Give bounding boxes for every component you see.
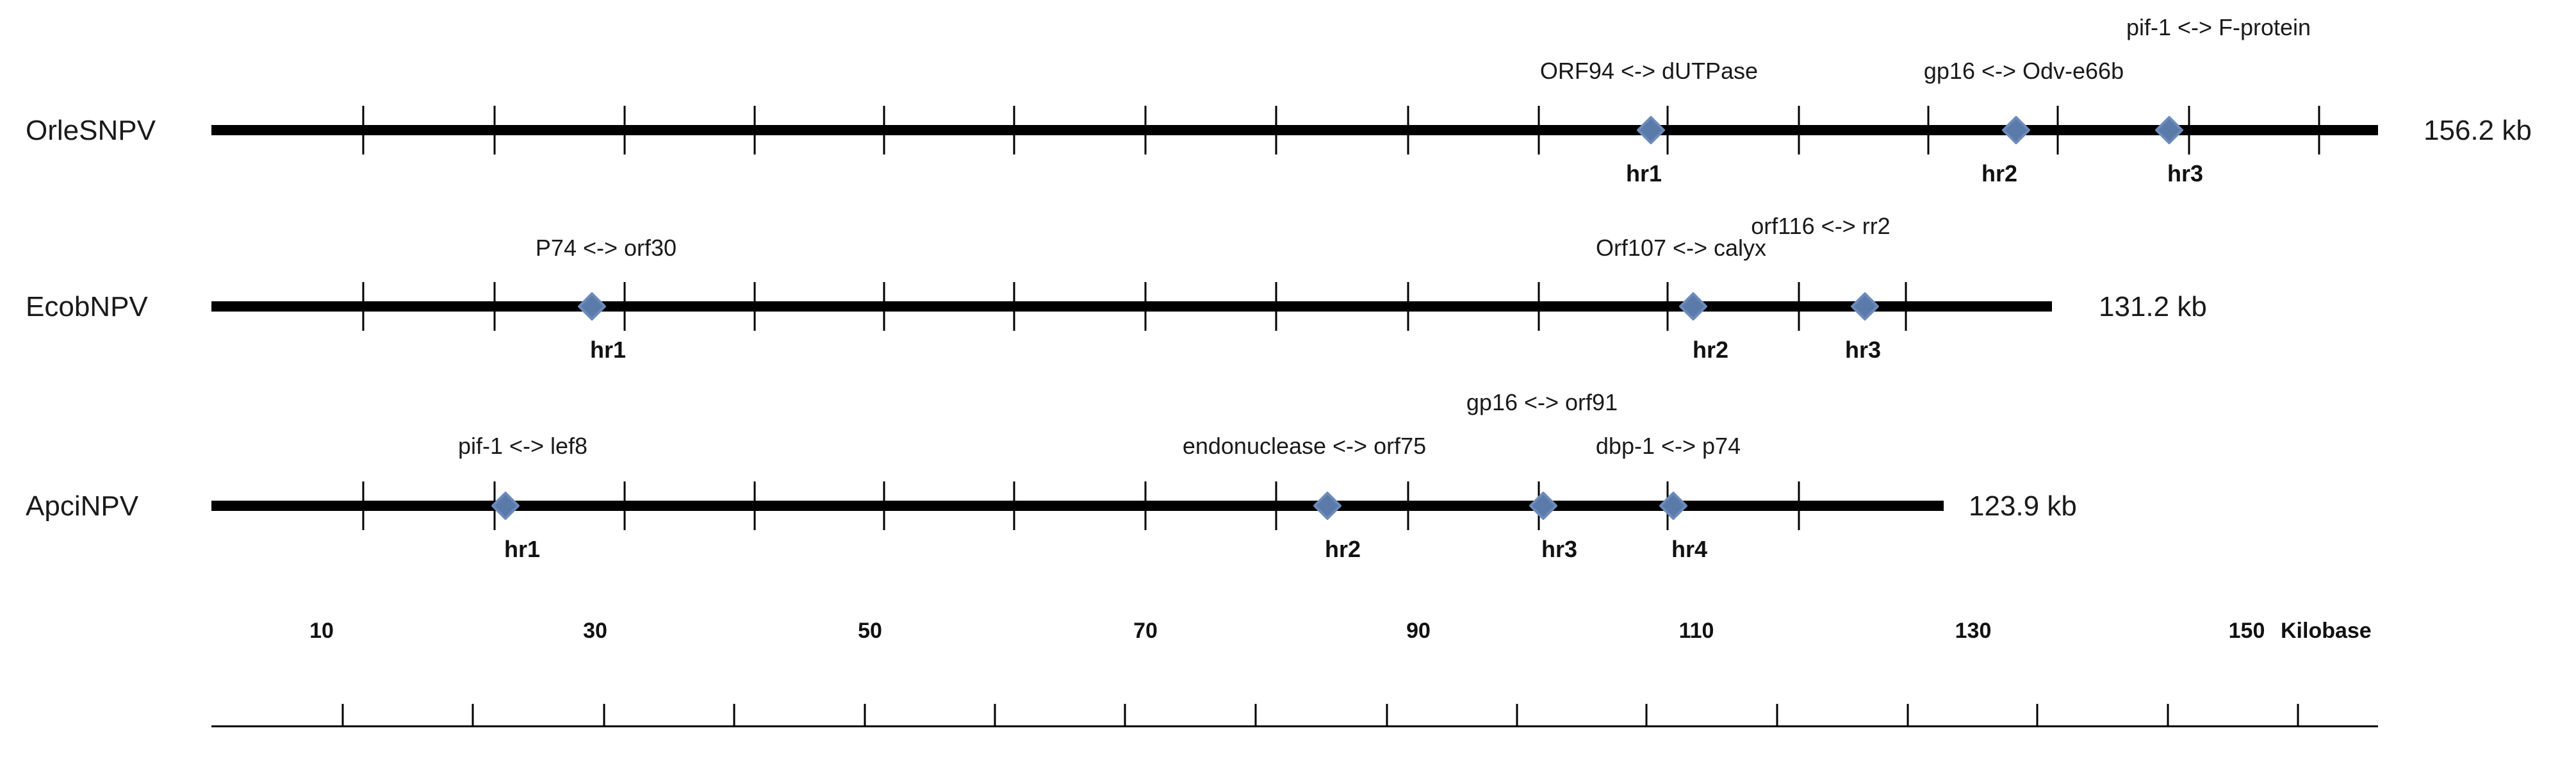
genome-size-label: 131.2 kb xyxy=(2099,291,2207,322)
hr-diamond-icon xyxy=(1313,492,1341,520)
hr-diamond-icon xyxy=(578,292,606,321)
hr-flanking-genes: ORF94 <-> dUTPase xyxy=(1540,58,1758,84)
hr-diamond-icon xyxy=(1851,292,1879,321)
hr-marker-hr2: hr2 Orf107 <-> calyx xyxy=(1596,235,1766,363)
scale-tick-label: 10 xyxy=(309,619,334,643)
genome-row-apcinpv: ApciNPV 123.9 kb hr1 pif-1 <-> lef8 hr2 endon… xyxy=(26,389,2077,562)
scale-tick-label: 150 xyxy=(2229,619,2265,643)
hr-diamond-icon xyxy=(1529,492,1557,520)
hr-diamond-icon xyxy=(1679,292,1707,321)
genome-backbone-line xyxy=(211,125,2378,135)
hr-flanking-genes: pif-1 <-> F-protein xyxy=(2126,14,2311,40)
scale-tick-label: 90 xyxy=(1406,619,1431,643)
genome-row-orlesnpv: OrleSNPV 156.2 kb hr1 ORF94 <-> dUTPase hr2 g… xyxy=(26,14,2532,187)
scale-tick-label: 30 xyxy=(583,619,607,643)
scale-tick-label: 130 xyxy=(1955,619,1992,643)
hr-label: hr3 xyxy=(1845,337,1881,363)
hr-flanking-genes: gp16 <-> orf91 xyxy=(1466,389,1618,415)
hr-flanking-genes: P74 <-> orf30 xyxy=(536,235,677,261)
hr-diamond-icon xyxy=(1659,492,1687,520)
scale-tick-label: 50 xyxy=(858,619,882,643)
hr-diamond-icon xyxy=(2155,116,2183,144)
hr-marker-hr1: hr1 P74 <-> orf30 xyxy=(536,235,677,363)
hr-marker-hr3: hr3 orf116 <-> rr2 xyxy=(1751,213,1890,363)
hr-flanking-genes: gp16 <-> Odv-e66b xyxy=(1924,58,2124,84)
scale-tick-label: 110 xyxy=(1679,619,1714,643)
hr-label: hr2 xyxy=(1325,536,1361,562)
hr-marker-hr1: hr1 ORF94 <-> dUTPase xyxy=(1540,58,1758,187)
hr-marker-hr2: hr2 endonuclease <-> orf75 xyxy=(1183,433,1426,562)
genome-name: ApciNPV xyxy=(26,490,139,522)
hr-marker-hr4: hr4 dbp-1 <-> p74 xyxy=(1596,433,1741,562)
hr-marker-hr2: hr2 gp16 <-> Odv-e66b xyxy=(1924,58,2124,187)
genome-backbone-line xyxy=(211,301,2052,312)
hr-label: hr4 xyxy=(1671,536,1707,562)
genome-size-label: 156.2 kb xyxy=(2424,115,2532,146)
kilobase-scale: 10 30 50 70 90 110 130 150 Kilobase xyxy=(211,619,2378,728)
hr-marker-hr1: hr1 pif-1 <-> lef8 xyxy=(458,433,587,562)
genome-size-label: 123.9 kb xyxy=(1969,490,2077,522)
hr-diamond-icon xyxy=(2002,116,2030,144)
genome-backbone-line xyxy=(211,501,1944,511)
genome-row-ecobnpv: EcobNPV 131.2 kb hr1 P74 <-> orf30 hr2 Orf107… xyxy=(26,213,2207,363)
hr-marker-hr3: hr3 pif-1 <-> F-protein xyxy=(2126,14,2311,187)
hr-label: hr3 xyxy=(2167,160,2203,187)
hr-flanking-genes: pif-1 <-> lef8 xyxy=(458,433,587,459)
scale-unit-label: Kilobase xyxy=(2281,619,2372,643)
hr-flanking-genes: endonuclease <-> orf75 xyxy=(1183,433,1426,459)
hr-marker-hr3: hr3 gp16 <-> orf91 xyxy=(1466,389,1618,562)
hr-label: hr2 xyxy=(1981,160,2017,187)
hr-label: hr1 xyxy=(504,536,540,562)
genome-name: OrleSNPV xyxy=(26,115,156,146)
hr-label: hr3 xyxy=(1541,536,1577,562)
genome-name: EcobNPV xyxy=(26,291,148,322)
hr-diamond-icon xyxy=(1637,116,1665,144)
hr-flanking-genes: orf116 <-> rr2 xyxy=(1751,213,1890,239)
scale-tick-label: 70 xyxy=(1133,619,1158,643)
hr-flanking-genes: dbp-1 <-> p74 xyxy=(1596,433,1741,459)
hr-diamond-icon xyxy=(491,492,520,520)
hr-flanking-genes: Orf107 <-> calyx xyxy=(1596,235,1766,261)
hr-label: hr1 xyxy=(1626,160,1662,187)
hr-label: hr1 xyxy=(590,337,626,363)
hr-label: hr2 xyxy=(1693,337,1728,363)
